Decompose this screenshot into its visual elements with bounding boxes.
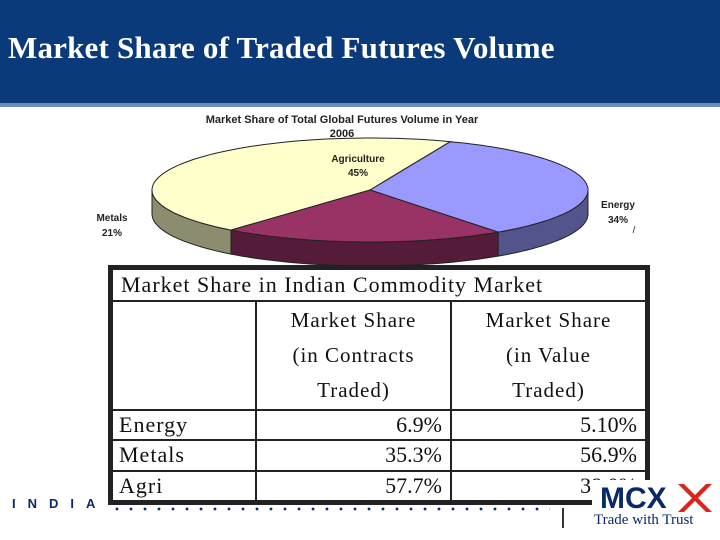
cell-metals-contracts: 35.3% bbox=[255, 439, 452, 472]
header-value: Market Share (in Value Traded) bbox=[450, 300, 647, 411]
market-share-table: Market Share in Indian Commodity Market … bbox=[111, 268, 647, 503]
table-caption-row: Market Share in Indian Commodity Market bbox=[111, 268, 647, 302]
pie-label-agriculture: Agriculture bbox=[331, 154, 385, 165]
pie-slice-agriculture bbox=[151, 137, 452, 231]
header-value-line1: Market Share bbox=[485, 307, 612, 332]
footer-separator bbox=[562, 508, 564, 528]
pie-title-line2: 2006 bbox=[330, 128, 354, 140]
footer-dotted-rule bbox=[110, 506, 550, 512]
indian-market-table: Market Share in Indian Commodity Market … bbox=[108, 265, 650, 505]
cell-metals-value: 56.9% bbox=[450, 439, 647, 472]
cell-energy-value: 5.10% bbox=[450, 408, 647, 442]
page-title: Market Share of Traded Futures Volume bbox=[8, 30, 555, 65]
header-contracts-line1: Market Share bbox=[290, 307, 417, 332]
pie-label-metals: Metals bbox=[96, 213, 128, 224]
cell-agri-contracts: 57.7% bbox=[255, 469, 452, 503]
pie-title-line1: Market Share of Total Global Futures Vol… bbox=[206, 114, 479, 126]
title-bar: Market Share of Traded Futures Volume bbox=[0, 0, 720, 103]
pie-value-metals: 21% bbox=[102, 228, 122, 239]
row-label-agri: Agri bbox=[111, 469, 257, 503]
pie-label-energy: Energy bbox=[601, 200, 635, 211]
header-contracts: Market Share (in Contracts Traded) bbox=[255, 300, 452, 411]
row-label-energy: Energy bbox=[111, 408, 257, 442]
mcx-logo: MCX bbox=[592, 480, 712, 514]
row-label-metals: Metals bbox=[111, 439, 257, 472]
cell-energy-contracts: 6.9% bbox=[255, 408, 452, 442]
pie-slice-energy bbox=[368, 141, 589, 233]
footer-tagline: Trade with Trust bbox=[594, 512, 694, 528]
table-row: Agri 57.7% 38.0% bbox=[111, 469, 647, 503]
energy-leader-line bbox=[632, 225, 636, 234]
table-row: Metals 35.3% 56.9% bbox=[111, 439, 647, 472]
header-contracts-line3: Traded) bbox=[317, 377, 390, 402]
pie-value-energy: 34% bbox=[608, 215, 628, 226]
footer-india-text: INDIA' bbox=[12, 496, 123, 511]
header-contracts-line2: (in Contracts bbox=[292, 342, 415, 367]
table-caption: Market Share in Indian Commodity Market bbox=[111, 268, 647, 302]
header-value-line3: Traded) bbox=[512, 377, 585, 402]
global-futures-pie-chart: Market Share of Total Global Futures Vol… bbox=[96, 114, 636, 267]
title-underline bbox=[0, 103, 720, 107]
table-header-row: Market Share (in Contracts Traded) Marke… bbox=[111, 300, 647, 411]
svg-text:MCX: MCX bbox=[600, 482, 667, 514]
pie-slice-metals bbox=[230, 189, 499, 243]
table-header-empty bbox=[111, 300, 257, 411]
header-value-line2: (in Value bbox=[505, 342, 591, 367]
table-row: Energy 6.9% 5.10% bbox=[111, 408, 647, 442]
pie-slices bbox=[151, 137, 589, 267]
pie-value-agriculture: 45% bbox=[348, 168, 368, 179]
